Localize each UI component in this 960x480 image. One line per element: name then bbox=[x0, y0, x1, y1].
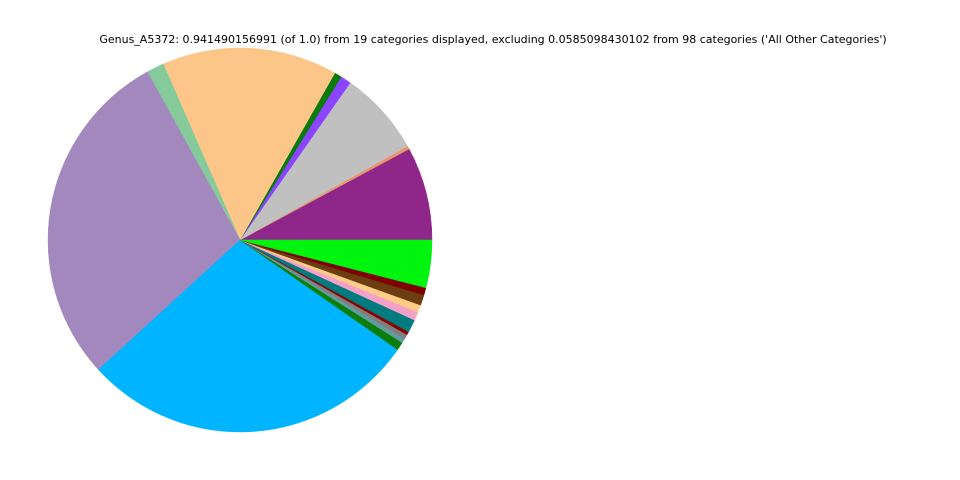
chart-title: Genus_A5372: 0.941490156991 (of 1.0) fro… bbox=[99, 33, 887, 46]
pie-slice-9 bbox=[98, 239, 398, 433]
pie-slice-6 bbox=[162, 47, 336, 241]
pie-slice-8 bbox=[47, 71, 241, 371]
pie-slice-1 bbox=[239, 148, 433, 241]
pie-slice-19 bbox=[239, 239, 433, 289]
